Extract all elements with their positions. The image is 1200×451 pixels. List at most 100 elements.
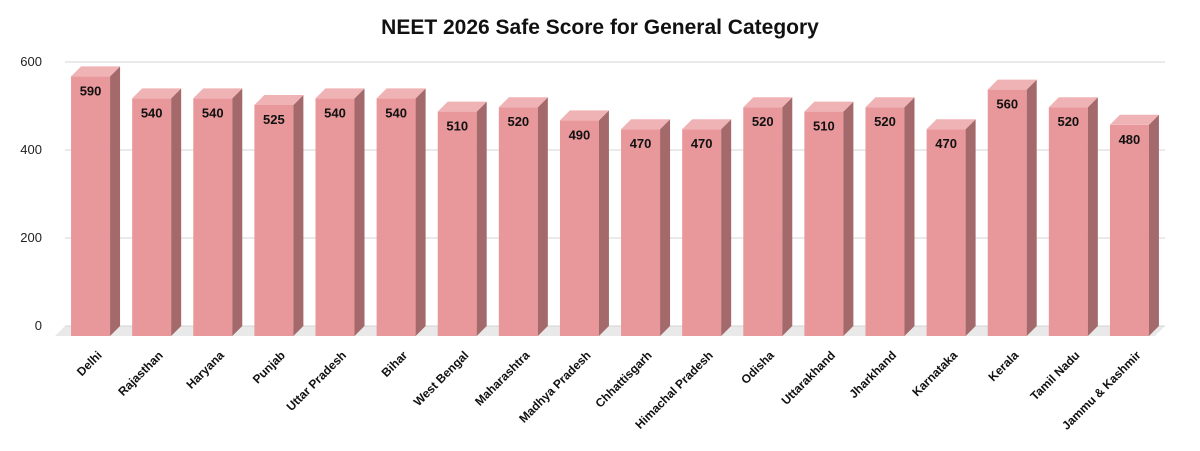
x-category-label: Haryana [184, 348, 228, 392]
bar-side [171, 88, 182, 337]
data-label: 480 [1119, 132, 1141, 147]
bar [926, 119, 976, 336]
bar-top [498, 97, 548, 108]
data-label: 490 [569, 127, 591, 142]
x-category-label: West Bengal [411, 348, 472, 409]
bar-side [232, 88, 243, 337]
x-category-label: Rajasthan [115, 348, 165, 398]
bar [1048, 97, 1098, 336]
data-label: 590 [80, 83, 102, 98]
bar-top [254, 95, 304, 105]
bar-side [1026, 79, 1037, 336]
bar-front [376, 98, 416, 337]
bar-front [1109, 124, 1149, 336]
data-label: 520 [752, 114, 774, 129]
bar-top [682, 119, 732, 130]
bar-top [926, 119, 976, 130]
bar-side [415, 88, 426, 337]
bar-side [965, 119, 976, 336]
bar [865, 97, 915, 336]
data-label: 520 [874, 114, 896, 129]
data-label: 525 [263, 112, 285, 127]
bar-front [865, 107, 905, 336]
bar-side [721, 119, 732, 336]
bar [559, 110, 609, 337]
data-labels: 590 540 540 525 540 540 510 520 490 470 470 520 510 5… [80, 83, 1141, 151]
x-category-label: Punjab [250, 348, 288, 386]
data-label: 540 [141, 105, 163, 120]
bar-side [110, 66, 121, 337]
bar-front [498, 107, 538, 336]
bar-top [1048, 97, 1098, 108]
bar [804, 101, 854, 336]
bar-front [559, 120, 599, 337]
bar-top [559, 110, 609, 121]
bar [376, 88, 426, 337]
bar-front [193, 98, 233, 337]
x-category-label: Delhi [74, 348, 105, 379]
bar-top [437, 101, 487, 112]
bar-front [743, 107, 783, 336]
bar-front [437, 111, 477, 336]
bar-front [315, 98, 355, 337]
data-label: 510 [446, 119, 468, 134]
bar-side [293, 95, 304, 336]
bar-front [926, 129, 966, 336]
bar [315, 88, 365, 337]
bar-side [782, 97, 793, 336]
x-category-label: Odisha [738, 348, 777, 387]
y-tick-label: 600 [20, 54, 42, 69]
bar [682, 119, 732, 336]
bar [1109, 114, 1159, 336]
data-label: 470 [691, 136, 713, 151]
chart-title: NEET 2026 Safe Score for General Categor… [381, 16, 819, 39]
bar-top [132, 88, 182, 99]
bar-side [1148, 114, 1159, 336]
bar-top [987, 79, 1037, 90]
bar-front [621, 129, 661, 336]
bar-front [71, 76, 111, 337]
bar-top [865, 97, 915, 108]
data-label: 540 [324, 105, 346, 120]
x-category-label: Bihar [379, 348, 411, 380]
bar-top [315, 88, 365, 99]
bar-front [254, 105, 294, 336]
bar-front [132, 98, 172, 337]
bar-side [598, 110, 609, 337]
bar-side [537, 97, 548, 336]
bar [71, 66, 121, 337]
bar-top [743, 97, 793, 108]
bars [71, 66, 1159, 337]
x-category-label: Uttar Pradesh [284, 348, 350, 414]
bar-side [904, 97, 915, 336]
bar [987, 79, 1037, 336]
y-tick-label: 0 [35, 318, 42, 333]
bar [437, 101, 487, 336]
bar-side [660, 119, 671, 336]
y-axis-ticks: 0 200 400 600 [20, 54, 42, 333]
data-label: 470 [935, 136, 957, 151]
bar-front [1048, 107, 1088, 336]
bar [132, 88, 182, 337]
bar-front [987, 89, 1027, 336]
x-category-label: Karnataka [909, 348, 960, 399]
x-category-label: Kerala [985, 348, 1021, 384]
y-tick-label: 400 [20, 142, 42, 157]
data-label: 540 [202, 105, 224, 120]
bar-top [376, 88, 426, 99]
bar-top [71, 66, 121, 77]
bar-top [193, 88, 243, 99]
bar [743, 97, 793, 336]
data-label: 520 [1057, 114, 1079, 129]
x-category-label: Uttarakhand [779, 348, 838, 407]
x-category-label: Maharashtra [472, 348, 533, 409]
bar-front [804, 111, 844, 336]
bar-top [621, 119, 671, 130]
bar-front [682, 129, 722, 336]
data-label: 540 [385, 105, 407, 120]
bar [193, 88, 243, 337]
data-label: 510 [813, 119, 835, 134]
bar-side [1087, 97, 1098, 336]
